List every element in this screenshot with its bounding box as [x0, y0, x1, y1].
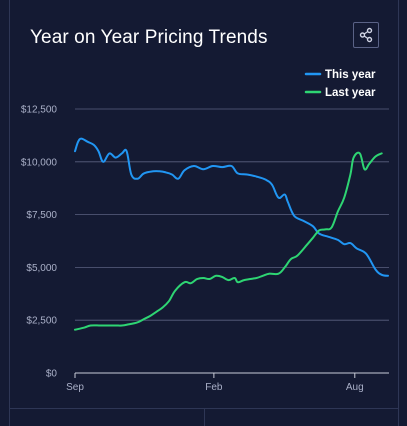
y-tick-label: $12,500: [21, 105, 58, 116]
share-button[interactable]: [353, 22, 379, 48]
x-tick-label: Feb: [205, 382, 223, 393]
legend-label[interactable]: Last year: [325, 87, 376, 99]
share-icon: [359, 27, 373, 43]
footer-divider: [204, 408, 205, 426]
y-tick-label: $10,000: [21, 157, 58, 168]
chart-title: Year on Year Pricing Trends: [30, 27, 268, 48]
x-tick-label: Sep: [66, 382, 84, 393]
series-line-last-year: [74, 151, 383, 331]
chart-card: Year on Year Pricing Trends $12,500 $10,0…: [9, 0, 399, 426]
y-tick-label: $0: [46, 369, 58, 380]
legend-label[interactable]: This year: [325, 69, 376, 81]
y-tick-label: $5,000: [26, 263, 57, 274]
series-line-this-year: [74, 137, 389, 277]
y-tick-label: $7,500: [26, 210, 57, 221]
line-chart: $12,500 $10,000 $7,500 $5,000 $2,500 $0 Sep Feb…: [21, 69, 389, 393]
y-tick-label: $2,500: [26, 316, 57, 327]
x-tick-label: Aug: [346, 382, 364, 393]
